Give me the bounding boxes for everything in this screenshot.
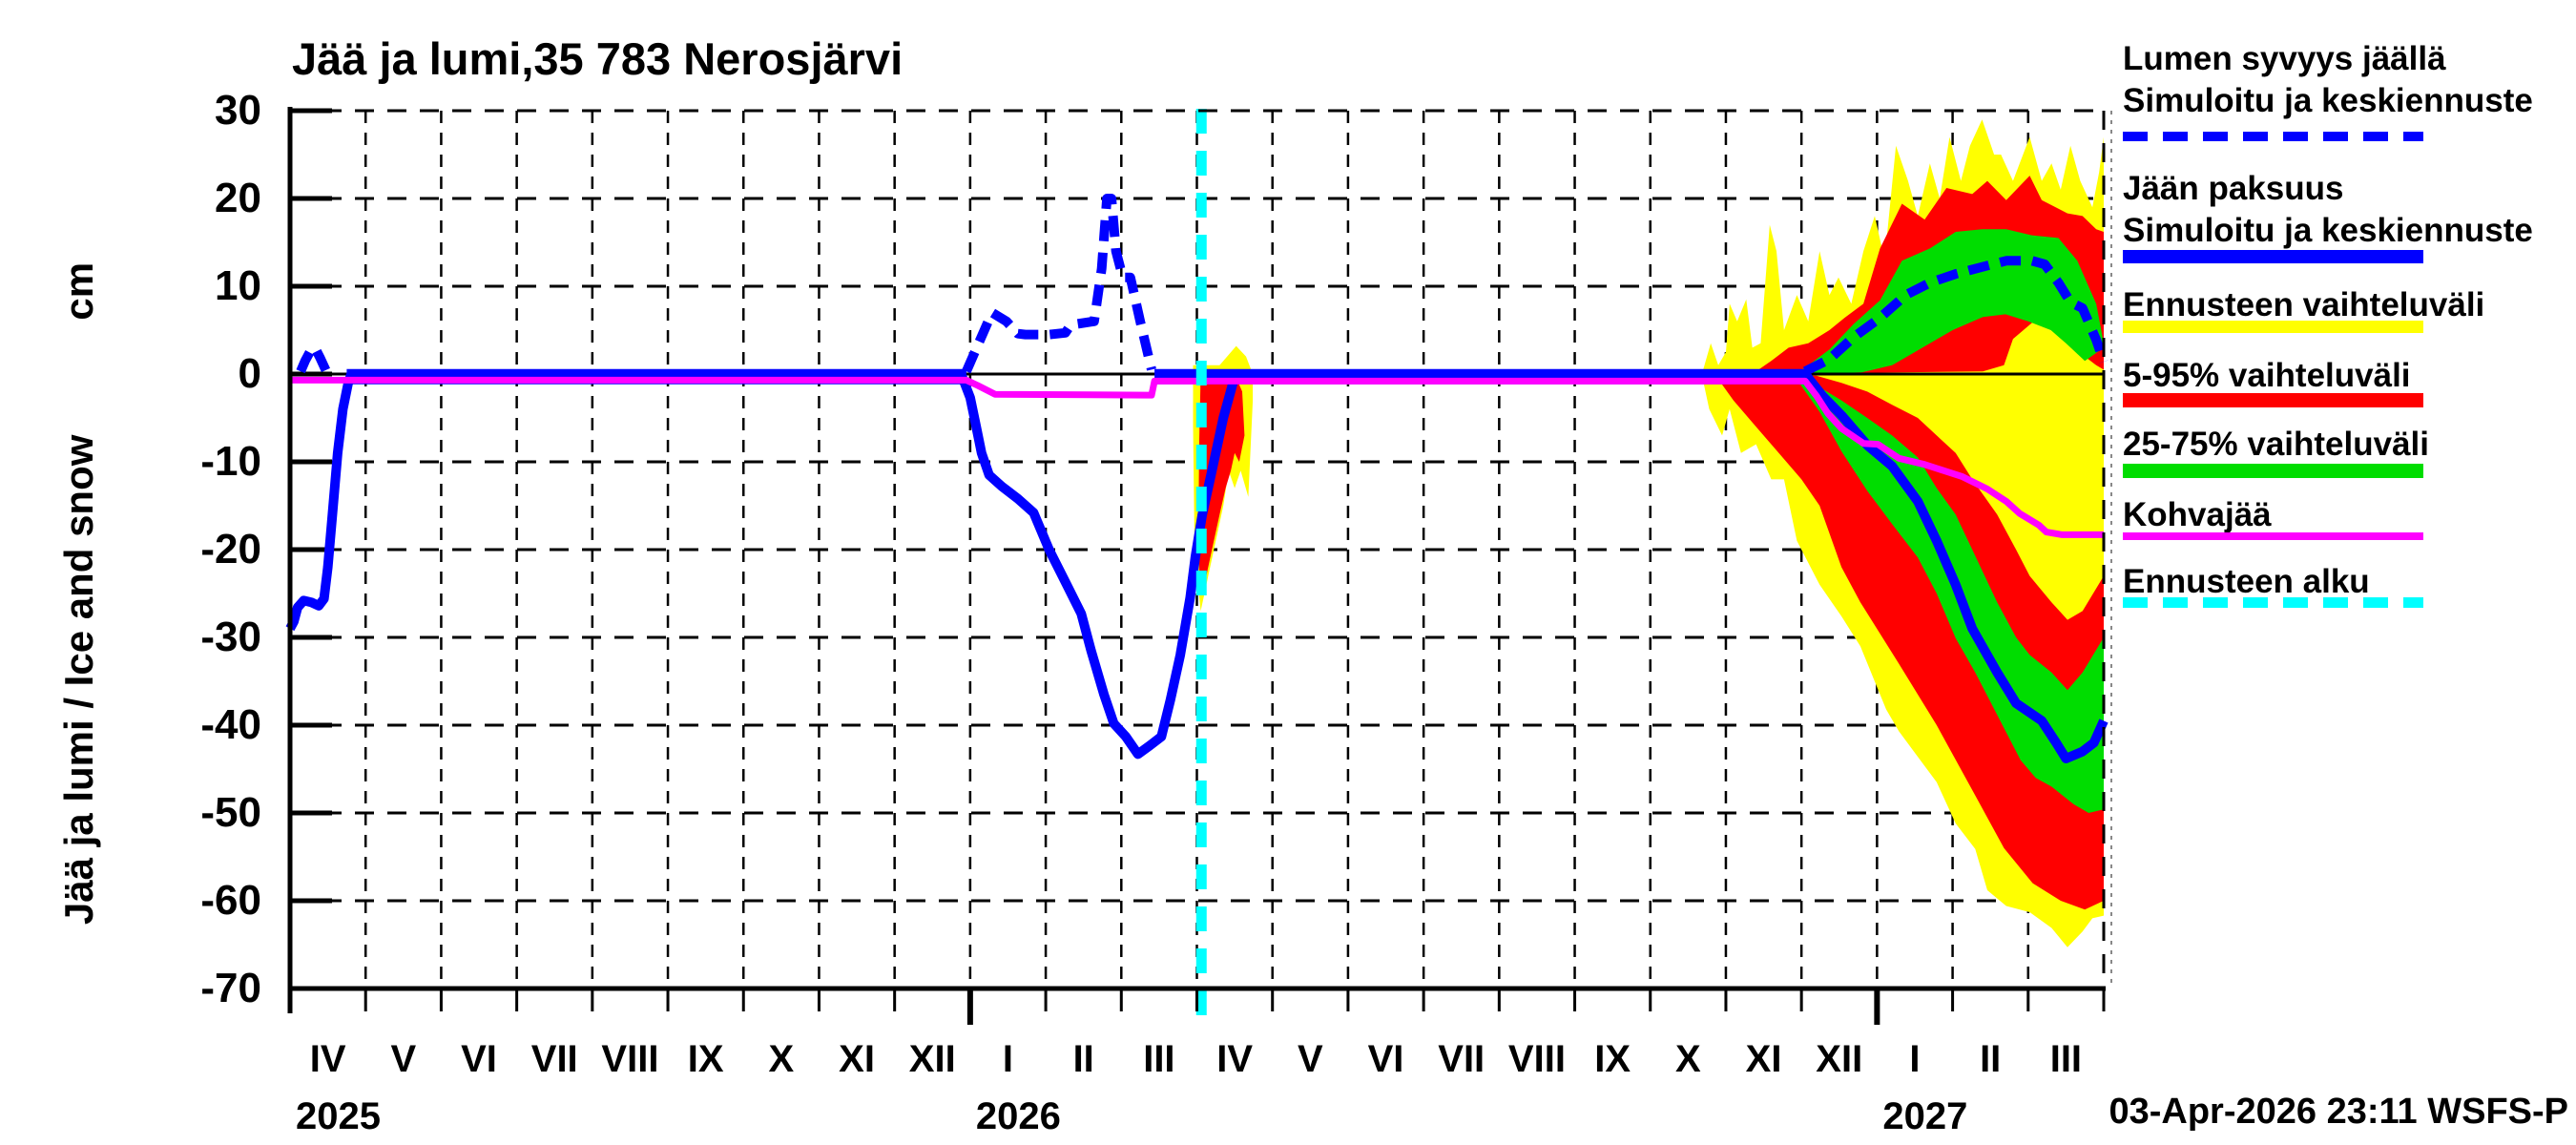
band-range_25_75_below_zero: [1796, 375, 2104, 813]
legend-sample-kohvajaa-solid-line: [2123, 532, 2423, 540]
month-label-15: VI: [1367, 1038, 1404, 1080]
month-label-23: II: [1980, 1038, 2002, 1080]
y-tick-label-30: 30: [215, 87, 261, 134]
month-label-4: VII: [530, 1038, 578, 1080]
legend-sample-range-25-75-solid-line: [2123, 464, 2423, 478]
band-april2026_melt_5_95: [1198, 374, 1245, 593]
y-tick-label--50: -50: [200, 789, 261, 836]
legend-label-snow-depth-line2: Simuloitu ja keskiennuste: [2123, 82, 2533, 119]
snow-depth-line-1: [962, 194, 1156, 374]
month-label-13: IV: [1216, 1038, 1253, 1080]
snow-depth-line-2: [1802, 256, 2109, 376]
band-range_25_75_above_zero: [1794, 229, 2104, 374]
month-label-12: III: [1143, 1038, 1175, 1080]
month-label-3: VI: [461, 1038, 497, 1080]
legend-label-range-25-75: 25-75% vaihteluväli: [2123, 426, 2429, 463]
y-axis-unit: cm: [56, 261, 101, 321]
timestamp-watermark: 03-Apr-2026 23:11 WSFS-P: [2109, 1092, 2568, 1132]
snow-depth-line-0: [296, 343, 331, 374]
legend-label-kohvajaa: Kohvajää: [2123, 496, 2272, 533]
month-label-9: XII: [908, 1038, 956, 1080]
month-label-7: X: [768, 1038, 795, 1080]
month-label-1: IV: [309, 1038, 346, 1080]
month-label-20: XI: [1745, 1038, 1782, 1080]
month-label-5: VIII: [601, 1038, 659, 1080]
month-label-2: V: [390, 1038, 417, 1080]
month-label-19: X: [1675, 1038, 1701, 1080]
y-tick-label--70: -70: [200, 965, 261, 1011]
y-axis-label: Jää ja lumi / Ice and snow cm: [56, 193, 102, 994]
y-tick-label-0: 0: [238, 350, 261, 397]
legend-label-snow-depth-line1: Lumen syvyys jäällä: [2123, 40, 2446, 77]
band-range_5_95_below_zero: [1714, 374, 2104, 910]
month-label-10: I: [1002, 1038, 1014, 1080]
year-label-2025: 2025: [296, 1095, 381, 1137]
legend-sample-ice-thickness-solid-line: [2123, 250, 2423, 263]
kohvajaa-line: [290, 376, 2104, 538]
month-label-21: XII: [1816, 1038, 1863, 1080]
y-tick-label--60: -60: [200, 877, 261, 924]
year-label-2027: 2027: [1882, 1095, 1968, 1137]
y-tick-label-20: 20: [215, 175, 261, 221]
month-label-22: I: [1909, 1038, 1921, 1080]
month-label-14: V: [1297, 1038, 1323, 1080]
legend-sample-range-5-95-solid-line: [2123, 393, 2423, 407]
legend-label-forecast-start: Ennusteen alku: [2123, 563, 2370, 600]
legend-label-range-5-95: 5-95% vaihteluväli: [2123, 357, 2411, 394]
month-label-24: III: [2049, 1038, 2083, 1080]
y-tick-label-10: 10: [215, 262, 261, 309]
month-label-18: IX: [1594, 1038, 1631, 1080]
y-tick-label--20: -20: [200, 526, 261, 572]
month-label-11: II: [1072, 1038, 1094, 1080]
y-axis-label-text: Jää ja lumi / Ice and snow: [56, 434, 101, 926]
legend-label-ice-thickness-line1: Jään paksuus: [2123, 170, 2344, 207]
legend-label-ice-thickness-line2: Simuloitu ja keskiennuste: [2123, 212, 2533, 249]
ice-thickness-line: [285, 369, 2109, 763]
legend-sample-forecast-start-dashed-line: [2123, 597, 2423, 608]
legend-sample-snow-depth-dashed-line: [2123, 132, 2423, 141]
month-label-16: VII: [1438, 1038, 1485, 1080]
y-tick-label--40: -40: [200, 701, 261, 748]
month-label-8: XI: [839, 1038, 875, 1080]
chart-title: Jää ja lumi,35 783 Nerosjärvi: [292, 33, 904, 84]
month-label-6: IX: [687, 1038, 724, 1080]
month-label-17: VIII: [1507, 1038, 1566, 1080]
legend-label-forecast-range: Ennusteen vaihteluväli: [2123, 286, 2485, 323]
legend-sample-forecast-range-solid-line: [2123, 321, 2423, 333]
y-tick-label--10: -10: [200, 438, 261, 485]
y-tick-label--30: -30: [200, 614, 261, 660]
year-label-2026: 2026: [975, 1095, 1061, 1137]
